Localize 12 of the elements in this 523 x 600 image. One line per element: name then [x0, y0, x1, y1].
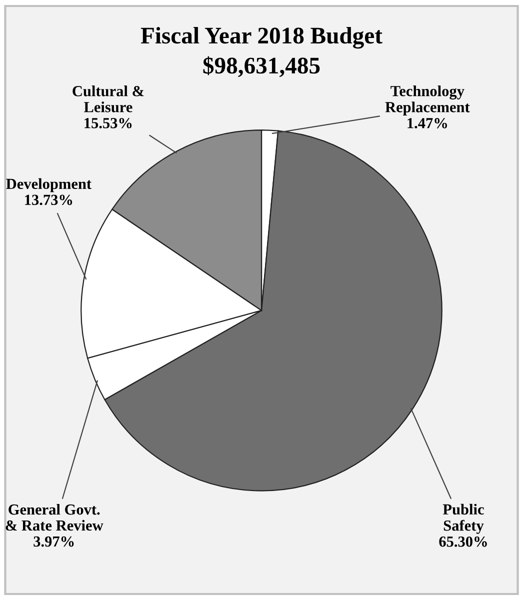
slice-label: Technology Replacement	[385, 85, 470, 116]
data-label: 65.30%	[439, 536, 487, 547]
slice-label: Cultural & Leisure	[72, 86, 144, 112]
chart-title: Fiscal Year 2018 Budget	[140, 27, 382, 49]
data-label: 3.97%	[34, 536, 74, 547]
chart-subtitle: $98,631,485	[203, 56, 320, 78]
data-label: 15.53%	[84, 118, 132, 128]
data-label: 1.47%	[408, 118, 447, 128]
slice-label: Development	[6, 178, 92, 192]
slice-label: General Govt. & Rate Review	[6, 504, 104, 531]
data-label: 13.73%	[25, 194, 72, 206]
slice-label: Public Safety	[442, 504, 484, 534]
